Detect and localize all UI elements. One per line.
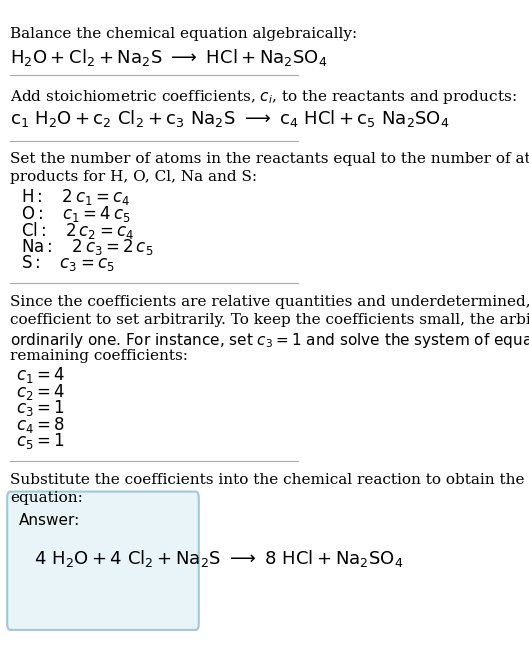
Text: remaining coefficients:: remaining coefficients:	[10, 349, 188, 363]
Text: Set the number of atoms in the reactants equal to the number of atoms in the: Set the number of atoms in the reactants…	[10, 152, 529, 166]
Text: $c_2 = 4$: $c_2 = 4$	[16, 382, 65, 402]
Text: $\mathrm{S:} \quad c_3 = c_5$: $\mathrm{S:} \quad c_3 = c_5$	[21, 253, 114, 273]
Text: $c_1 = 4$: $c_1 = 4$	[16, 365, 65, 385]
Text: ordinarily one. For instance, set $c_3 = 1$ and solve the system of equations fo: ordinarily one. For instance, set $c_3 =…	[10, 331, 529, 350]
Text: $\mathrm{c_1 \ H_2O + c_2 \ Cl_2 + c_3 \ Na_2S \ \longrightarrow \ c_4 \ HCl + c: $\mathrm{c_1 \ H_2O + c_2 \ Cl_2 + c_3 \…	[10, 107, 450, 129]
Text: $\mathrm{Na:} \quad 2\,c_3 = 2\,c_5$: $\mathrm{Na:} \quad 2\,c_3 = 2\,c_5$	[21, 237, 153, 257]
Text: Add stoichiometric coefficients, $c_i$, to the reactants and products:: Add stoichiometric coefficients, $c_i$, …	[10, 88, 517, 106]
FancyBboxPatch shape	[7, 492, 199, 630]
Text: equation:: equation:	[10, 491, 83, 505]
Text: $\mathrm{4 \ H_2O + 4 \ Cl_2 + Na_2S \ \longrightarrow \ 8 \ HCl + Na_2SO_4}$: $\mathrm{4 \ H_2O + 4 \ Cl_2 + Na_2S \ \…	[34, 548, 404, 568]
Text: $\mathrm{Cl:} \quad 2\,c_2 = c_4$: $\mathrm{Cl:} \quad 2\,c_2 = c_4$	[21, 220, 134, 241]
Text: Balance the chemical equation algebraically:: Balance the chemical equation algebraica…	[10, 27, 358, 41]
Text: coefficient to set arbitrarily. To keep the coefficients small, the arbitrary va: coefficient to set arbitrarily. To keep …	[10, 313, 529, 327]
Text: Answer:: Answer:	[19, 513, 80, 528]
Text: products for H, O, Cl, Na and S:: products for H, O, Cl, Na and S:	[10, 170, 257, 184]
Text: Substitute the coefficients into the chemical reaction to obtain the balanced: Substitute the coefficients into the che…	[10, 473, 529, 487]
Text: $c_5 = 1$: $c_5 = 1$	[16, 431, 65, 451]
Text: $c_3 = 1$: $c_3 = 1$	[16, 398, 65, 418]
Text: $\mathrm{H_2O + Cl_2 + Na_2S \ \longrightarrow \ HCl + Na_2SO_4}$: $\mathrm{H_2O + Cl_2 + Na_2S \ \longrigh…	[10, 47, 327, 68]
Text: Since the coefficients are relative quantities and underdetermined, choose a: Since the coefficients are relative quan…	[10, 295, 529, 309]
Text: $\mathrm{O:} \quad c_1 = 4\,c_5$: $\mathrm{O:} \quad c_1 = 4\,c_5$	[21, 203, 130, 223]
Text: $\mathrm{H:} \quad 2\,c_1 = c_4$: $\mathrm{H:} \quad 2\,c_1 = c_4$	[21, 187, 130, 207]
Text: $c_4 = 8$: $c_4 = 8$	[16, 414, 65, 434]
